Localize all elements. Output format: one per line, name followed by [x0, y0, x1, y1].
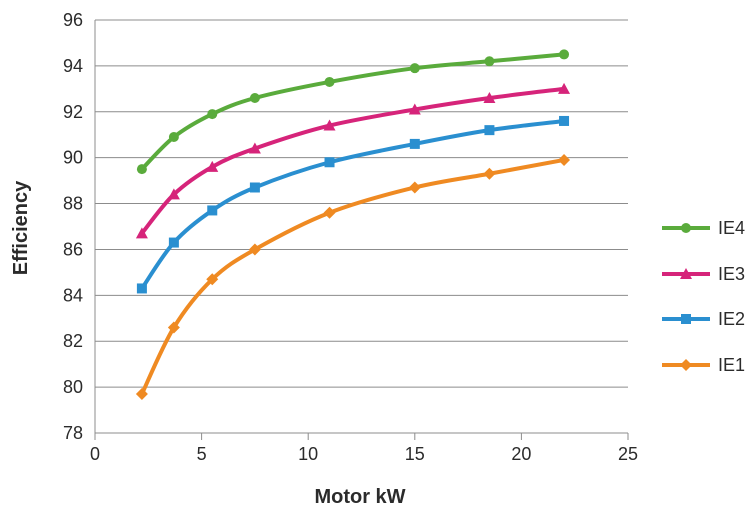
- legend-item-ie3: IE3: [662, 264, 745, 284]
- data-point-ie2: [136, 283, 147, 294]
- data-point-ie4: [168, 132, 179, 143]
- data-point-ie4: [136, 164, 147, 175]
- legend-item-ie4: IE4: [662, 218, 745, 238]
- legend-marker-ie2: [681, 314, 691, 324]
- data-point-ie3: [408, 103, 421, 115]
- data-point-ie4: [207, 109, 218, 120]
- data-point-ie1: [248, 243, 261, 256]
- y-tick-label: 88: [63, 194, 83, 214]
- y-tick-label: 92: [63, 102, 83, 122]
- series-ie2: [136, 115, 570, 294]
- data-point-ie3: [135, 227, 148, 239]
- y-tick-label: 78: [63, 423, 83, 443]
- data-point-ie2: [409, 138, 420, 149]
- legend-item-ie2: IE2: [662, 309, 745, 329]
- y-tick-label: 96: [63, 10, 83, 30]
- data-point-ie4: [559, 49, 570, 60]
- data-point-ie3: [167, 188, 180, 200]
- data-point-ie2: [324, 157, 335, 168]
- legend: IE4 IE3 IE2 IE1: [662, 218, 745, 375]
- data-point-ie1: [135, 387, 148, 400]
- legend-marker-ie1: [680, 359, 692, 371]
- y-tick-label: 82: [63, 331, 83, 351]
- data-point-ie1: [206, 273, 219, 286]
- legend-label-ie1: IE1: [718, 355, 745, 375]
- series-line-ie3: [139, 86, 567, 236]
- x-axis-title: Motor kW: [314, 486, 405, 508]
- data-point-ie3: [483, 92, 496, 104]
- legend-item-ie1: IE1: [662, 355, 745, 375]
- legend-label-ie2: IE2: [718, 309, 745, 329]
- y-tick-label: 86: [63, 239, 83, 259]
- axes: 78 80 82 84 86 88 90 92 94 96 0 5 10 15 20 25: [63, 10, 638, 464]
- data-point-ie3: [323, 119, 336, 131]
- legend-label-ie4: IE4: [718, 218, 745, 238]
- x-tick-label: 10: [298, 444, 318, 464]
- y-tick-label: 94: [63, 56, 83, 76]
- data-point-ie1: [408, 181, 421, 194]
- y-tick-label: 80: [63, 377, 83, 397]
- series-group: [135, 49, 571, 400]
- data-point-ie2: [168, 237, 179, 248]
- x-tick-label: 20: [511, 444, 531, 464]
- data-point-ie4: [409, 63, 420, 74]
- data-point-ie4: [249, 93, 260, 104]
- data-point-ie3: [206, 160, 219, 172]
- series-ie1: [135, 153, 571, 400]
- data-point-ie1: [558, 153, 571, 166]
- data-point-ie3: [248, 142, 261, 154]
- data-point-ie1: [483, 167, 496, 180]
- data-point-ie2: [559, 115, 570, 126]
- series-line-ie1: [139, 157, 567, 396]
- y-axis-title: Efficiency: [10, 180, 32, 275]
- y-tick-label: 84: [63, 285, 83, 305]
- data-point-ie2: [484, 125, 495, 136]
- x-tick-label: 25: [618, 444, 638, 464]
- legend-marker-ie4: [681, 223, 691, 233]
- x-tick-label: 15: [405, 444, 425, 464]
- x-tick-label: 5: [197, 444, 207, 464]
- data-point-ie3: [558, 82, 571, 94]
- series-ie4: [136, 49, 570, 175]
- legend-label-ie3: IE3: [718, 264, 745, 284]
- series-ie3: [135, 82, 571, 239]
- data-point-ie2: [207, 205, 218, 216]
- data-point-ie4: [324, 76, 335, 87]
- data-point-ie1: [323, 206, 336, 219]
- y-tick-label: 90: [63, 148, 83, 168]
- data-point-ie2: [249, 182, 260, 193]
- data-point-ie1: [167, 321, 180, 334]
- legend-marker-ie3: [680, 268, 692, 279]
- x-tick-label: 0: [90, 444, 100, 464]
- data-point-ie4: [484, 56, 495, 67]
